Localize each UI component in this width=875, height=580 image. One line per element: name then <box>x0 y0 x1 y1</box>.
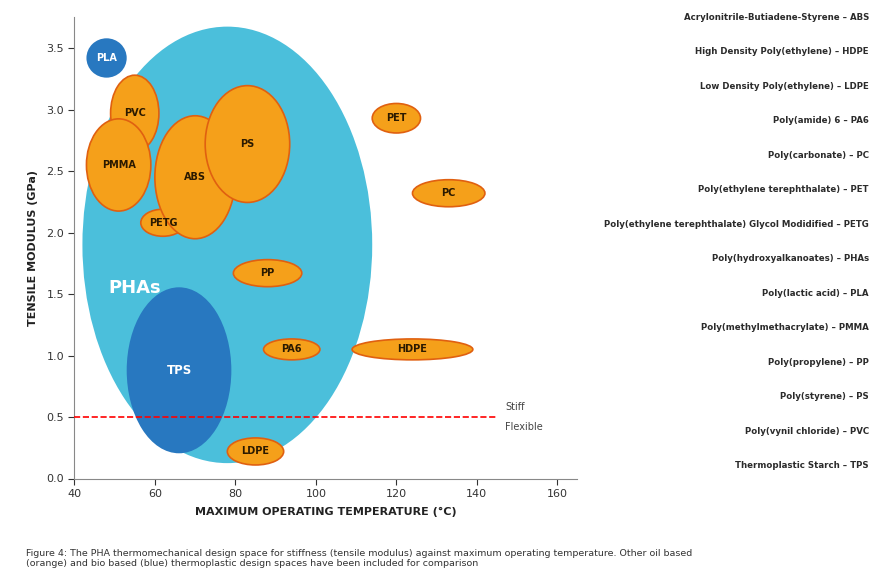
Ellipse shape <box>352 339 472 360</box>
Text: Thermoplastic Starch – TPS: Thermoplastic Starch – TPS <box>735 461 869 470</box>
Ellipse shape <box>155 116 235 239</box>
Text: PHAs: PHAs <box>108 279 161 297</box>
Ellipse shape <box>372 103 421 133</box>
Text: PLA: PLA <box>96 53 117 63</box>
Ellipse shape <box>87 38 127 78</box>
Text: Poly(styrene) – PS: Poly(styrene) – PS <box>780 392 869 401</box>
Text: Poly(ethylene terephthalate) – PET: Poly(ethylene terephthalate) – PET <box>698 185 869 194</box>
Ellipse shape <box>234 260 302 287</box>
Text: Poly(lactic acid) – PLA: Poly(lactic acid) – PLA <box>762 289 869 298</box>
Ellipse shape <box>141 209 186 236</box>
Text: PP: PP <box>261 268 275 278</box>
Text: Poly(amide) 6 – PA6: Poly(amide) 6 – PA6 <box>773 117 869 125</box>
Text: PVC: PVC <box>124 108 145 118</box>
Text: Poly(hydroxyalkanoates) – PHAs: Poly(hydroxyalkanoates) – PHAs <box>711 254 869 263</box>
Text: PA6: PA6 <box>282 345 302 354</box>
Text: Low Density Poly(ethylene) – LDPE: Low Density Poly(ethylene) – LDPE <box>700 82 869 91</box>
Ellipse shape <box>127 287 231 454</box>
Text: Poly(ethylene terephthalate) Glycol Modidified – PETG: Poly(ethylene terephthalate) Glycol Modi… <box>604 220 869 229</box>
Ellipse shape <box>82 27 372 463</box>
Text: Figure 4: The PHA thermomechanical design space for stiffness (tensile modulus) : Figure 4: The PHA thermomechanical desig… <box>26 549 692 568</box>
Text: Poly(carbonate) – PC: Poly(carbonate) – PC <box>768 151 869 160</box>
Text: ABS: ABS <box>184 172 206 182</box>
Text: PMMA: PMMA <box>102 160 136 170</box>
Text: Poly(vynil chloride) – PVC: Poly(vynil chloride) – PVC <box>745 427 869 436</box>
Ellipse shape <box>87 119 150 211</box>
Text: PC: PC <box>442 188 456 198</box>
Text: PS: PS <box>241 139 255 149</box>
Text: High Density Poly(ethylene) – HDPE: High Density Poly(ethylene) – HDPE <box>696 48 869 56</box>
Ellipse shape <box>263 339 320 360</box>
Text: Flexible: Flexible <box>505 422 542 432</box>
Ellipse shape <box>205 86 290 202</box>
Text: PET: PET <box>386 113 407 123</box>
Text: PETG: PETG <box>149 218 177 228</box>
Text: HDPE: HDPE <box>397 345 427 354</box>
Text: Stiff: Stiff <box>505 402 524 412</box>
Text: Acrylonitrile-Butiadene-Styrene – ABS: Acrylonitrile-Butiadene-Styrene – ABS <box>683 13 869 22</box>
Text: LDPE: LDPE <box>242 447 270 456</box>
Text: TPS: TPS <box>166 364 192 377</box>
Text: Poly(methylmethacrylate) – PMMA: Poly(methylmethacrylate) – PMMA <box>701 323 869 332</box>
Ellipse shape <box>110 75 159 151</box>
Ellipse shape <box>228 438 284 465</box>
X-axis label: MAXIMUM OPERATING TEMPERATURE (°C): MAXIMUM OPERATING TEMPERATURE (°C) <box>195 508 457 517</box>
Y-axis label: TENSILE MODULUS (GPa): TENSILE MODULUS (GPa) <box>28 170 38 326</box>
Ellipse shape <box>412 180 485 206</box>
Text: Poly(propylene) – PP: Poly(propylene) – PP <box>768 358 869 367</box>
